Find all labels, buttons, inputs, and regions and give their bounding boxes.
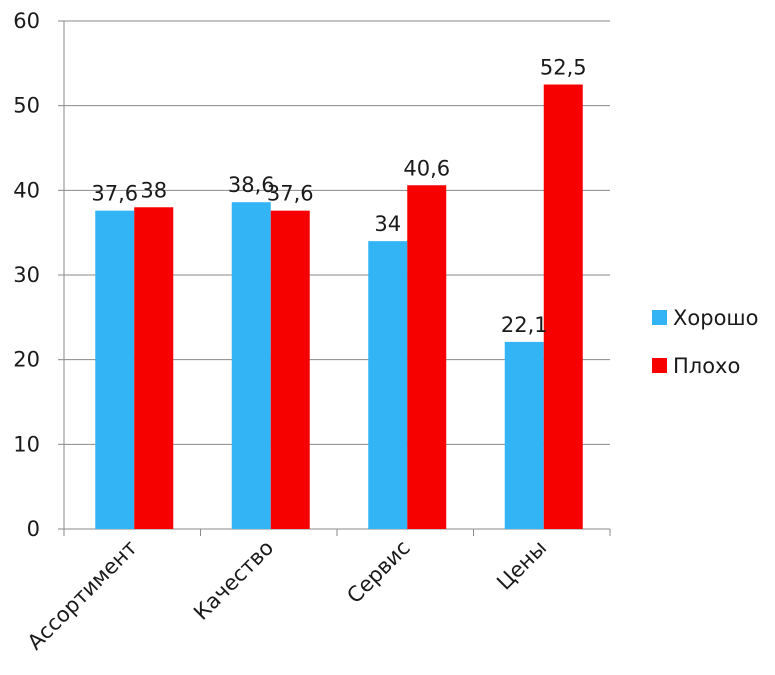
bar-Хорошо-Качество [231,202,271,530]
data-label: 52,5 [540,56,587,80]
data-label: 37,6 [91,182,138,206]
x-tick-label: Ассортимент [23,536,142,655]
bar-Плохо-Сервис [407,185,447,529]
data-label: 37,6 [267,182,314,206]
y-tick-label: 40 [13,178,40,202]
x-tick-label: Сервис [342,536,414,608]
legend-swatch-Плохо [652,358,667,373]
data-label: 38,6 [228,173,275,197]
legend-label: Плохо [673,354,740,378]
y-tick-label: 30 [13,263,40,287]
bar-Хорошо-Ассортимент [95,210,135,530]
legend-swatch-Хорошо [652,310,667,325]
legend-label: Хорошо [673,306,758,330]
y-tick-label: 0 [27,517,40,541]
y-tick-label: 60 [13,9,40,33]
y-tick-label: 10 [13,432,40,456]
x-tick-label: Качество [189,536,278,625]
bar-Плохо-Ассортимент [134,207,174,529]
data-label: 22,1 [501,313,548,337]
data-label: 38 [140,178,167,202]
data-label: 34 [374,212,401,236]
y-tick-label: 50 [13,94,40,118]
bar-Хорошо-Сервис [368,241,408,529]
y-tick-label: 20 [13,348,40,372]
bars [95,84,583,530]
x-tick-label: Цены [492,536,551,595]
data-label: 40,6 [403,156,450,180]
bar-Плохо-Качество [270,210,310,530]
legend: Хорошо Плохо [652,306,758,378]
bar-Хорошо-Цены [504,341,544,529]
bar-Плохо-Цены [543,84,583,529]
